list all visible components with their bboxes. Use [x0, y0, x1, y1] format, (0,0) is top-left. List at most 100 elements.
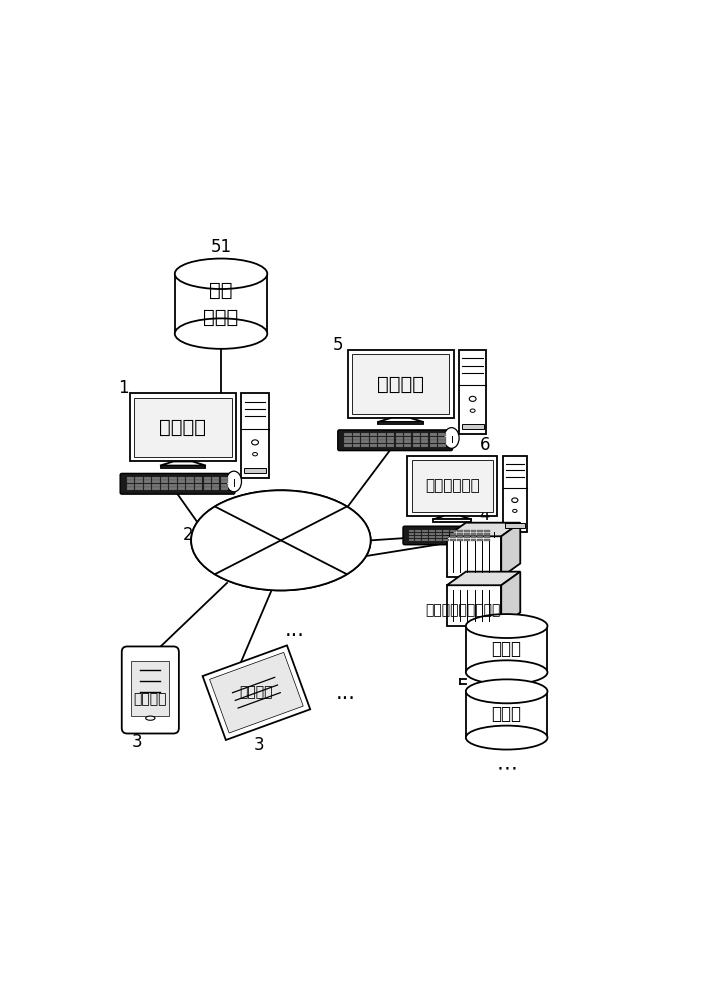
- Bar: [457, 530, 463, 532]
- Bar: [378, 440, 385, 443]
- Bar: [409, 533, 414, 535]
- Bar: [378, 444, 385, 447]
- Bar: [144, 484, 151, 487]
- Bar: [144, 480, 151, 483]
- Bar: [220, 477, 228, 480]
- Bar: [212, 480, 219, 483]
- Bar: [412, 460, 493, 512]
- Bar: [344, 444, 352, 447]
- Bar: [477, 536, 483, 538]
- Bar: [178, 480, 185, 483]
- Bar: [436, 533, 442, 535]
- FancyBboxPatch shape: [121, 646, 179, 734]
- Bar: [195, 484, 202, 487]
- Bar: [430, 437, 437, 440]
- Bar: [353, 440, 360, 443]
- Ellipse shape: [466, 726, 548, 750]
- Polygon shape: [210, 652, 303, 733]
- Bar: [353, 437, 360, 440]
- Bar: [429, 536, 435, 538]
- Bar: [387, 437, 395, 440]
- Bar: [362, 437, 369, 440]
- Polygon shape: [466, 626, 548, 672]
- Bar: [135, 487, 143, 490]
- Bar: [204, 480, 211, 483]
- Bar: [353, 444, 360, 447]
- Ellipse shape: [251, 440, 258, 445]
- Polygon shape: [433, 516, 472, 519]
- Bar: [187, 484, 194, 487]
- FancyBboxPatch shape: [120, 473, 235, 494]
- Bar: [430, 444, 437, 447]
- Ellipse shape: [226, 471, 241, 492]
- Bar: [463, 536, 470, 538]
- Bar: [370, 433, 377, 436]
- Bar: [395, 433, 403, 436]
- Text: 用户终端: 用户终端: [133, 692, 167, 706]
- Bar: [423, 533, 428, 535]
- Bar: [387, 433, 395, 436]
- Bar: [135, 480, 143, 483]
- Bar: [430, 433, 437, 436]
- Bar: [152, 480, 159, 483]
- Ellipse shape: [466, 660, 548, 684]
- Bar: [161, 484, 168, 487]
- Bar: [438, 437, 446, 440]
- Ellipse shape: [512, 498, 518, 502]
- Text: 电子商务交易服务器: 电子商务交易服务器: [425, 603, 501, 617]
- Text: ...: ...: [336, 683, 356, 703]
- Bar: [244, 468, 266, 473]
- Ellipse shape: [191, 490, 371, 590]
- Ellipse shape: [470, 409, 475, 412]
- Bar: [457, 533, 463, 535]
- Bar: [409, 539, 414, 541]
- Bar: [436, 539, 442, 541]
- Ellipse shape: [253, 452, 258, 456]
- Bar: [416, 536, 421, 538]
- Bar: [470, 539, 477, 541]
- Text: 优惠
数据库: 优惠 数据库: [204, 281, 239, 326]
- Bar: [152, 487, 159, 490]
- Bar: [429, 539, 435, 541]
- Bar: [436, 530, 442, 532]
- Bar: [378, 437, 385, 440]
- Ellipse shape: [191, 490, 371, 590]
- Bar: [220, 480, 228, 483]
- Bar: [161, 480, 168, 483]
- Ellipse shape: [469, 396, 476, 401]
- Bar: [404, 440, 411, 443]
- Bar: [126, 484, 134, 487]
- Bar: [404, 433, 411, 436]
- Bar: [362, 444, 369, 447]
- Bar: [404, 437, 411, 440]
- Bar: [457, 536, 463, 538]
- Bar: [395, 444, 403, 447]
- Bar: [443, 536, 449, 538]
- Bar: [362, 433, 369, 436]
- Bar: [387, 440, 395, 443]
- Bar: [421, 433, 428, 436]
- Bar: [477, 533, 483, 535]
- Bar: [212, 487, 219, 490]
- Bar: [378, 433, 385, 436]
- Bar: [395, 437, 403, 440]
- Bar: [161, 466, 205, 468]
- Bar: [370, 437, 377, 440]
- Bar: [134, 398, 232, 457]
- Bar: [416, 533, 421, 535]
- Ellipse shape: [466, 679, 548, 703]
- Bar: [446, 585, 501, 626]
- Bar: [144, 487, 151, 490]
- Polygon shape: [446, 572, 520, 585]
- Bar: [220, 484, 228, 487]
- Ellipse shape: [175, 318, 267, 349]
- Polygon shape: [501, 572, 520, 626]
- Text: 3: 3: [254, 736, 265, 754]
- Bar: [413, 433, 420, 436]
- Bar: [477, 539, 483, 541]
- Bar: [126, 480, 134, 483]
- Text: 51: 51: [211, 238, 232, 256]
- Bar: [446, 536, 501, 577]
- Polygon shape: [466, 691, 548, 738]
- Bar: [353, 433, 360, 436]
